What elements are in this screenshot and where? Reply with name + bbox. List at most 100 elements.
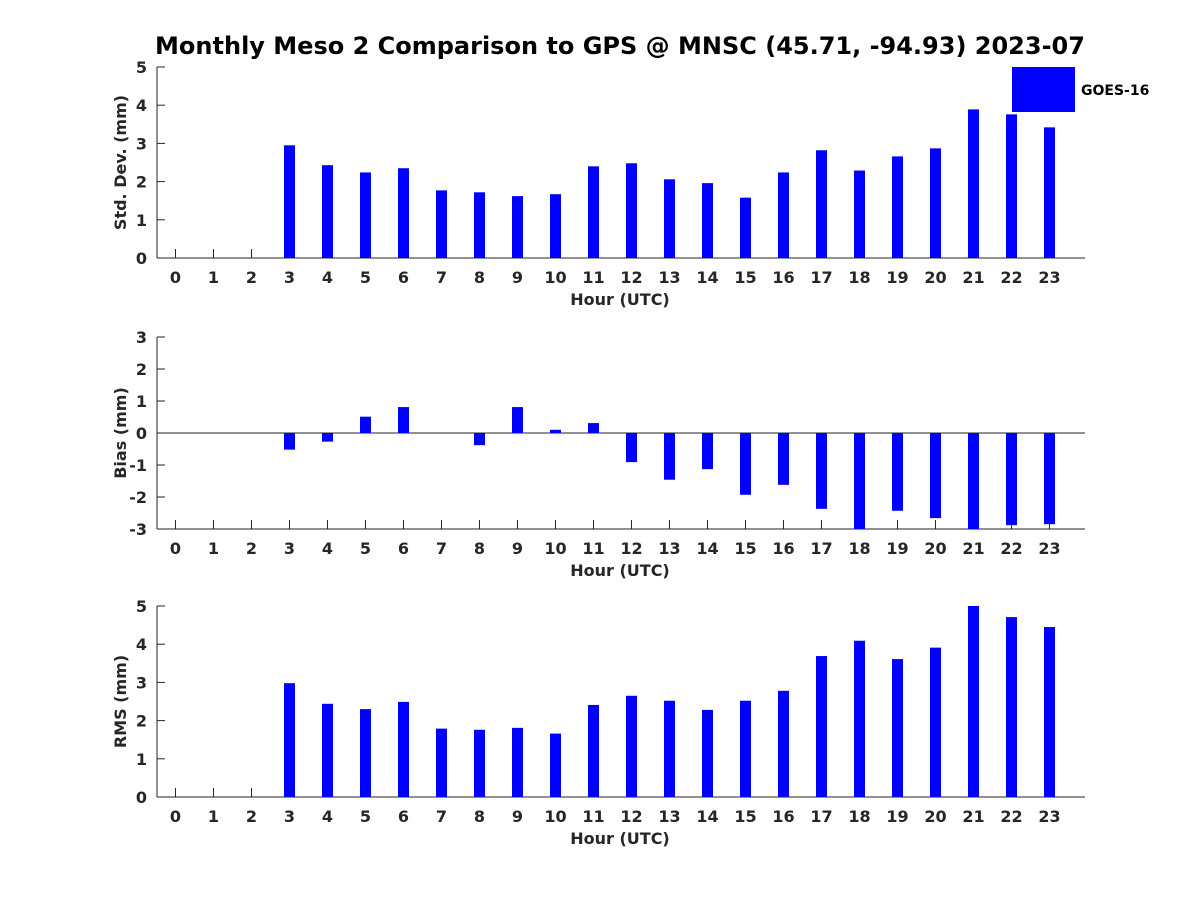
x-tick-label: 20 (924, 268, 946, 287)
y-tick-label: 4 (136, 635, 147, 654)
y-tick-label: 0 (136, 788, 147, 807)
x-tick-label: 18 (848, 539, 870, 558)
bar-rms-hour-7 (436, 728, 447, 797)
bar-bias-hour-8 (474, 433, 485, 446)
x-tick-label: 13 (658, 807, 680, 826)
bar-rms-hour-9 (512, 727, 523, 797)
bar-std-dev-hour-9 (512, 196, 523, 258)
bar-rms-hour-19 (892, 659, 903, 797)
x-tick-label: 13 (658, 539, 680, 558)
bar-rms-hour-6 (398, 701, 409, 797)
x-tick-label: 2 (246, 539, 257, 558)
bar-std-dev-hour-20 (930, 148, 941, 258)
x-tick-label: 8 (474, 807, 485, 826)
bar-std-dev-hour-18 (854, 170, 865, 258)
x-tick-label: 11 (582, 268, 604, 287)
x-tick-label: 16 (772, 807, 794, 826)
bar-bias-hour-11 (588, 423, 599, 433)
bar-bias-hour-16 (778, 433, 789, 485)
y-tick-label: 3 (136, 673, 147, 692)
y-axis-label: RMS (mm) (111, 655, 130, 748)
bar-rms-hour-10 (550, 733, 561, 797)
x-tick-label: 18 (848, 807, 870, 826)
x-tick-label: 2 (246, 268, 257, 287)
x-tick-label: 19 (886, 268, 908, 287)
bar-rms-hour-3 (284, 683, 295, 797)
bar-rms-hour-8 (474, 729, 485, 797)
x-tick-label: 6 (398, 268, 409, 287)
bar-rms-hour-13 (664, 700, 675, 797)
x-tick-label: 2 (246, 807, 257, 826)
bar-bias-hour-15 (740, 433, 751, 495)
bar-std-dev-hour-22 (1006, 114, 1017, 258)
x-axis-label: Hour (UTC) (570, 290, 670, 309)
bar-rms-hour-17 (816, 656, 827, 797)
x-tick-label: 23 (1038, 268, 1060, 287)
bar-std-dev-hour-4 (322, 165, 333, 258)
x-tick-label: 5 (360, 807, 371, 826)
y-tick-label: 5 (136, 58, 147, 77)
y-tick-label: 2 (136, 712, 147, 731)
x-tick-label: 17 (810, 539, 832, 558)
x-tick-label: 23 (1038, 539, 1060, 558)
x-tick-label: 13 (658, 268, 680, 287)
bar-std-dev-hour-14 (702, 183, 713, 258)
legend-label: GOES-16 (1081, 83, 1149, 99)
x-tick-label: 16 (772, 268, 794, 287)
bar-bias-hour-12 (626, 433, 637, 463)
x-tick-label: 21 (962, 268, 984, 287)
bar-rms-hour-14 (702, 709, 713, 797)
x-tick-label: 3 (284, 268, 295, 287)
x-tick-label: 1 (208, 807, 219, 826)
x-tick-label: 19 (886, 539, 908, 558)
x-tick-label: 12 (620, 807, 642, 826)
bar-bias-hour-4 (322, 433, 333, 442)
x-tick-label: 17 (810, 268, 832, 287)
x-tick-label: 10 (544, 807, 566, 826)
chart-title: Monthly Meso 2 Comparison to GPS @ MNSC … (155, 32, 1085, 60)
x-tick-label: 21 (962, 539, 984, 558)
bar-std-dev-hour-7 (436, 190, 447, 258)
x-tick-label: 11 (582, 807, 604, 826)
x-tick-label: 16 (772, 539, 794, 558)
x-tick-label: 19 (886, 807, 908, 826)
x-tick-label: 5 (360, 268, 371, 287)
x-tick-label: 22 (1000, 807, 1022, 826)
x-tick-label: 1 (208, 268, 219, 287)
x-tick-label: 10 (544, 539, 566, 558)
x-tick-label: 17 (810, 807, 832, 826)
bar-bias-hour-20 (930, 433, 941, 519)
bar-std-dev-hour-10 (550, 194, 561, 258)
y-tick-label: 4 (136, 96, 147, 115)
bar-std-dev-hour-17 (816, 150, 827, 258)
y-tick-label: 5 (136, 597, 147, 616)
bar-std-dev-hour-8 (474, 192, 485, 258)
bar-rms-hour-11 (588, 704, 599, 797)
x-tick-label: 14 (696, 268, 718, 287)
x-tick-label: 8 (474, 539, 485, 558)
x-tick-label: 22 (1000, 268, 1022, 287)
y-tick-label: 2 (136, 173, 147, 192)
bar-bias-hour-5 (360, 416, 371, 433)
bar-std-dev-hour-11 (588, 166, 599, 258)
x-tick-label: 21 (962, 807, 984, 826)
bar-rms-hour-22 (1006, 617, 1017, 797)
bar-rms-hour-5 (360, 709, 371, 797)
y-tick-label: 1 (136, 392, 147, 411)
y-tick-label: 3 (136, 134, 147, 153)
x-tick-label: 20 (924, 539, 946, 558)
x-tick-label: 4 (322, 539, 333, 558)
bar-std-dev-hour-12 (626, 163, 637, 258)
bar-bias-hour-13 (664, 433, 675, 480)
x-tick-label: 15 (734, 268, 756, 287)
x-tick-label: 10 (544, 268, 566, 287)
y-axis-label: Bias (mm) (111, 387, 130, 479)
x-tick-label: 3 (284, 807, 295, 826)
x-tick-label: 11 (582, 539, 604, 558)
x-tick-label: 14 (696, 807, 718, 826)
x-tick-label: 8 (474, 268, 485, 287)
